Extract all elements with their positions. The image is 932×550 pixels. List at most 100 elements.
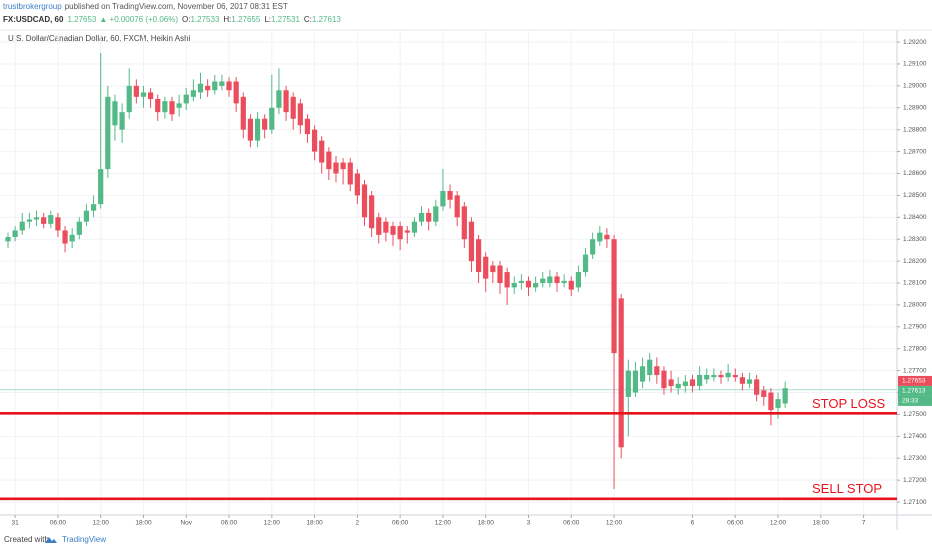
author[interactable]: trustbrokergroup	[3, 2, 62, 11]
y-tick-label: 1.28200	[903, 258, 927, 265]
candle-body	[454, 195, 460, 218]
candle-body	[190, 90, 196, 97]
price-label-box	[898, 385, 932, 396]
y-tick-label: 1.27400	[903, 433, 927, 440]
candle-body	[511, 283, 517, 288]
candle-body	[433, 206, 439, 222]
y-tick-label: 1.27300	[903, 455, 927, 462]
candle-body	[639, 366, 646, 382]
candle-body	[183, 94, 189, 104]
candle-body	[647, 359, 653, 376]
plot	[0, 30, 897, 515]
ohlc-label: C:	[304, 15, 312, 24]
candle-body	[426, 212, 432, 222]
x-tick-label: 12:00	[93, 520, 110, 527]
ohlc-value: 1.27655	[231, 15, 260, 24]
x-tick-label: 12:00	[606, 520, 623, 527]
y-tick-label: 1.27900	[903, 324, 927, 331]
candle-body	[632, 370, 639, 393]
candle-body	[625, 370, 631, 397]
countdown: 28:33	[902, 398, 919, 405]
candle-body	[604, 234, 610, 240]
candle-body	[226, 81, 232, 91]
candle-body	[55, 217, 61, 231]
candle-body	[304, 118, 311, 135]
candle-body	[597, 232, 603, 242]
candle-body	[112, 101, 118, 126]
candle-body	[247, 118, 254, 141]
candle-body	[525, 280, 532, 288]
header-line: trustbrokergroup published on TradingView…	[3, 2, 288, 11]
candle-body	[411, 221, 418, 233]
y-tick-label: 1.27200	[903, 477, 927, 484]
candle-body	[689, 379, 696, 386]
y-tick-label: 1.29100	[903, 61, 927, 68]
candle-body	[718, 375, 724, 378]
candle-body	[768, 392, 774, 411]
y-tick-label: 1.29200	[903, 39, 927, 46]
candle-body	[697, 375, 703, 386]
footer-created: Created with	[4, 535, 49, 544]
candle-body	[582, 254, 589, 273]
candle-body	[590, 239, 596, 255]
candle-body	[575, 272, 581, 288]
symbol: FX:USDCAD, 60	[3, 15, 64, 24]
candle-body	[219, 81, 225, 86]
candle-body	[276, 90, 282, 108]
candle-body	[283, 90, 289, 113]
candle-body	[704, 375, 710, 380]
candle-body	[376, 217, 382, 235]
footer-brand[interactable]: TradingView	[62, 535, 106, 544]
ohlc-value: 1.27531	[271, 15, 300, 24]
candle-body	[739, 377, 745, 384]
candle-body	[155, 99, 161, 113]
candle-body	[5, 237, 11, 242]
y-tick-label: 1.28600	[903, 170, 927, 177]
candle-body	[754, 379, 760, 395]
candle-body	[668, 379, 674, 386]
candle-body	[333, 162, 339, 174]
candle-body	[782, 388, 788, 404]
y-tick-label: 1.27700	[903, 367, 927, 374]
candle-body	[654, 366, 660, 376]
candle-body	[711, 375, 717, 378]
candle-body	[41, 217, 47, 224]
candle-body	[490, 265, 496, 273]
level-label: STOP LOSS	[812, 396, 886, 411]
y-tick-label: 1.27500	[903, 411, 927, 418]
candle-body	[254, 118, 261, 141]
candle-body	[682, 381, 688, 386]
candle-body	[347, 162, 353, 185]
candle-body	[33, 217, 40, 220]
y-tick-label: 1.28100	[903, 280, 927, 287]
candle-body	[468, 221, 475, 262]
candle-body	[540, 278, 546, 284]
candle-body	[262, 118, 268, 130]
candle-body	[83, 210, 90, 222]
candle-body	[205, 85, 211, 91]
candle-body	[133, 85, 139, 97]
candle-body	[390, 226, 396, 235]
candle-body	[326, 151, 332, 170]
candle-body	[475, 239, 482, 273]
candle-body	[761, 390, 767, 397]
candle-body	[447, 191, 453, 200]
candle-body	[775, 399, 781, 408]
x-tick-label: 06:00	[727, 520, 744, 527]
candle-body	[26, 219, 32, 222]
candle-body	[19, 221, 25, 231]
candle-body	[126, 85, 132, 113]
x-tick-label: 06:00	[392, 520, 409, 527]
x-tick-label: 18:00	[135, 520, 152, 527]
x-tick-label: 18:00	[306, 520, 323, 527]
x-tick-label: Nov	[180, 520, 192, 527]
x-tick-label: 06:00	[50, 520, 67, 527]
x-tick-label: 31	[12, 520, 20, 527]
x-tick-label: 2	[356, 520, 360, 527]
y-tick-label: 1.28700	[903, 148, 927, 155]
chart-title: U.S. Dollar/Canadian Dollar, 60, FXCM, H…	[8, 34, 191, 43]
y-tick-label: 1.27800	[903, 345, 927, 352]
